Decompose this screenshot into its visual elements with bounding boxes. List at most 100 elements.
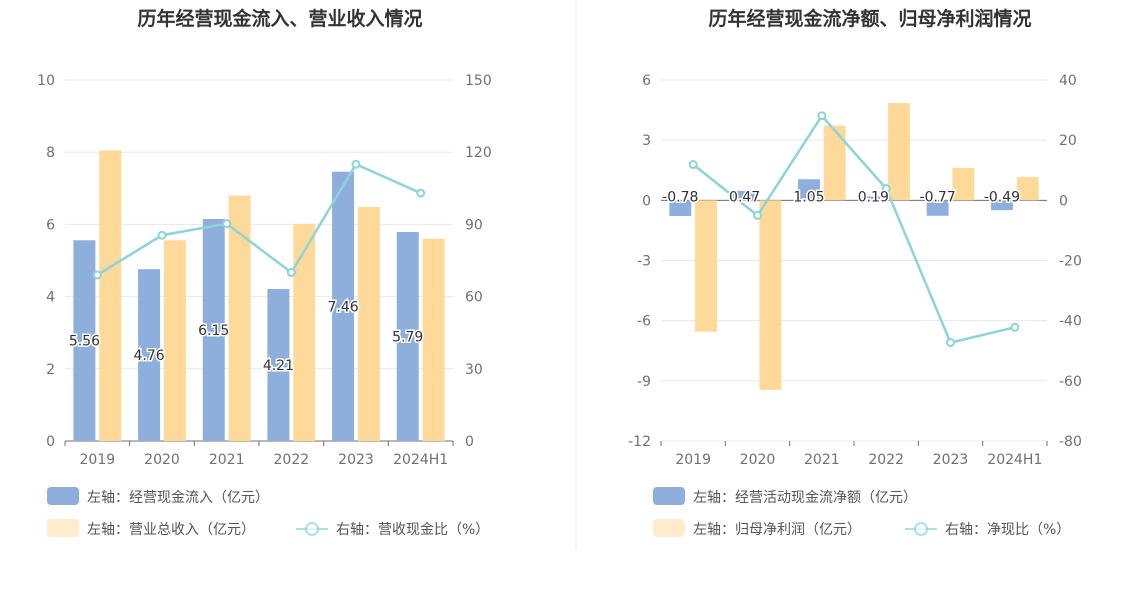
x-tick-label: 2020 [740,452,776,468]
x-tick-label: 2019 [80,452,116,468]
legend-swatch-bar-2[interactable] [653,519,685,537]
y-right-tick-label: -40 [1059,314,1082,330]
bar-series-2[interactable] [1016,177,1039,201]
line-point[interactable] [351,159,361,169]
line-point[interactable] [92,270,102,280]
legend-swatch-marker[interactable] [305,522,319,536]
bar-series-2[interactable] [163,240,186,441]
chart-panel-cash-inflow-revenue: 0 2 4 6 8 10 0 30 60 90 120 150 2019 2020 2021 2022 2023… [37,73,492,538]
legend-label[interactable]: 左轴：归母净利润（亿元） [693,521,861,538]
legend-swatch-bar-1[interactable] [653,487,685,505]
bar-data-label: -0.49 [984,189,1020,205]
legend-label[interactable]: 左轴：营业总收入（亿元） [87,522,255,538]
bar-series-1[interactable] [862,196,885,201]
line-point[interactable] [222,219,232,229]
x-tick-label: 2022 [868,452,904,468]
y-left-tick-label: -6 [637,314,651,330]
x-tick-label: 2021 [804,452,840,468]
bar-series-1[interactable] [267,289,290,441]
chart-title: 历年经营现金流入、营业收入情况 [137,7,422,30]
bar-series-1[interactable] [798,179,820,201]
y-left-tick-label: -9 [637,374,651,390]
y-left-tick-label: 2 [46,362,55,378]
bar-data-label: 4.21 [263,358,294,374]
bar-data-label: 7.46 [327,299,358,315]
bar-series-2[interactable] [823,125,846,201]
y-left-tick-label: 6 [46,217,55,233]
bar-series-2[interactable] [357,207,380,441]
bar-data-label: -0.77 [920,189,956,205]
bar-data-label: 0.47 [729,189,760,205]
bar-series-2[interactable] [695,200,717,332]
y-right-tick-label: -80 [1059,434,1082,450]
y-left-tick-label: 6 [642,73,651,89]
y-right-tick-label: -20 [1059,254,1082,270]
bar-data-label: 0.19 [858,189,889,205]
bar-series-1[interactable] [138,269,161,441]
y-left-tick-label: 3 [642,133,651,149]
y-right-tick-label: 40 [1059,73,1077,89]
chart-title: 历年经营现金流净额、归母净利润情况 [708,7,1031,30]
bar-data-label: 5.79 [392,329,423,345]
y-left-tick-label: 4 [46,290,55,306]
y-left-tick-label: -3 [637,254,651,270]
bar-data-label: 1.05 [793,189,824,205]
bar-data-label: 5.56 [69,334,100,350]
bar-series-2[interactable] [888,103,910,201]
bar-series-2[interactable] [99,150,122,441]
bar-series-2[interactable] [422,238,445,441]
bar-series-1[interactable] [73,240,96,441]
y-left-tick-label: 8 [46,145,55,161]
line-point[interactable] [946,338,955,348]
y-right-tick-label: 0 [465,434,474,450]
bar-series-1[interactable] [396,231,419,441]
bar-series-2[interactable] [759,200,782,390]
y-left-tick-label: -12 [628,434,651,450]
y-right-tick-label: 90 [465,217,483,233]
y-left-tick-label: 10 [37,73,55,89]
bar-series-1[interactable] [202,218,225,441]
bar-series-1[interactable] [926,200,949,216]
x-tick-label: 2024H1 [393,452,448,468]
line-point[interactable] [881,184,891,194]
bar-series-2[interactable] [952,167,975,201]
bar-series-1[interactable] [991,200,1013,211]
legend-label[interactable]: 左轴：经营活动现金流净额（亿元） [693,490,917,506]
bar-series-2[interactable] [293,223,316,441]
line-series [96,162,422,277]
line-point[interactable] [1010,322,1020,332]
bar-data-label: 6.15 [198,323,229,339]
line-point[interactable] [817,111,827,121]
bar-data-label: 4.76 [133,348,164,364]
line-point[interactable] [286,268,296,278]
legend-swatch-marker[interactable] [914,522,928,536]
line-point[interactable] [753,210,762,220]
bar-series-2[interactable] [228,195,251,441]
legend-label[interactable]: 右轴：净现比（%） [945,522,1070,538]
y-right-tick-label: -60 [1059,374,1082,390]
bar-series-1[interactable] [669,200,692,216]
y-right-tick-label: 0 [1059,193,1068,209]
legend-label[interactable]: 左轴：经营现金流入（亿元） [87,490,269,506]
legend-swatch-bar-2[interactable] [47,519,79,537]
y-right-tick-label: 20 [1059,133,1077,149]
x-tick-label: 2020 [144,452,180,468]
line-point[interactable] [416,188,426,198]
x-tick-label: 2022 [274,452,310,468]
chart-panel-net-cashflow-profit: -12 -9 -6 -3 0 3 6 -80 -60 -40 -20 0 20 40 2019 2020 202… [628,73,1082,538]
bar-series-1[interactable] [332,171,355,441]
y-left-tick-label: 0 [46,434,55,450]
x-tick-label: 2023 [933,452,969,468]
legend-swatch-bar-1[interactable] [47,487,79,505]
line-point[interactable] [157,230,167,240]
bar-series-1[interactable] [733,190,756,201]
x-tick-label: 2023 [338,452,374,468]
line-point[interactable] [688,160,698,170]
x-tick-label: 2024H1 [987,452,1042,468]
y-right-tick-label: 30 [465,362,483,378]
bar-data-label: -0.78 [662,189,698,205]
legend-label[interactable]: 右轴：营收现金比（%） [336,522,489,538]
x-tick-label: 2021 [209,452,245,468]
line-series [692,113,1016,345]
